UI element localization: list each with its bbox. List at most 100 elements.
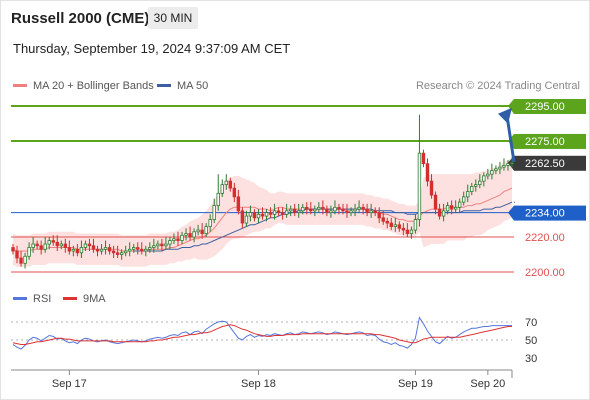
candle-body <box>264 212 269 217</box>
rsi-legend-label: RSI <box>33 293 52 305</box>
level-tag-2262.50 <box>514 155 586 171</box>
candle-body <box>240 210 245 224</box>
candle-body <box>43 243 47 250</box>
candle-body <box>228 180 233 189</box>
candle-body <box>317 206 321 210</box>
candle-body <box>333 206 337 212</box>
rsi-tick-70: 70 <box>525 317 537 329</box>
candle-body <box>413 219 418 231</box>
candle-body <box>172 238 176 241</box>
candle-body <box>345 210 349 213</box>
candle-body <box>393 224 397 227</box>
candle-body <box>453 206 458 210</box>
candle-body <box>244 215 249 224</box>
candle-body <box>23 255 27 264</box>
ma50-swatch <box>157 83 171 87</box>
candle-body <box>216 192 220 207</box>
candle-body <box>107 247 112 252</box>
candle-body <box>309 208 313 212</box>
legend-rsi: RSI <box>13 293 51 305</box>
candle-body <box>288 208 293 212</box>
candle-body <box>123 250 128 254</box>
candle-body <box>224 180 228 186</box>
candle-body <box>148 247 152 250</box>
candle-body <box>397 224 402 229</box>
candle-body <box>95 248 100 252</box>
9ma-swatch <box>63 296 77 300</box>
candle-body <box>156 243 160 247</box>
candle-body <box>325 208 329 213</box>
candle-body <box>11 247 15 252</box>
candle-body <box>63 243 68 248</box>
candle-body <box>337 206 341 210</box>
timeframe-button[interactable]: 30 MIN <box>148 7 198 29</box>
rsi-tick-50: 50 <box>525 335 537 347</box>
candle-body <box>401 227 406 231</box>
level-label-2220.00: 2220.00 <box>525 232 565 244</box>
ma50-legend-label: MA 50 <box>177 80 209 92</box>
candle-body <box>417 152 422 220</box>
legend-ma20: MA 20 + Bollinger Bands <box>13 80 154 92</box>
rsi-swatch <box>13 296 27 300</box>
candle-body <box>482 175 486 182</box>
candle-body <box>35 243 39 247</box>
level-label-2295.00: 2295.00 <box>525 101 565 113</box>
candle-body <box>128 248 132 252</box>
candle-body <box>466 191 470 198</box>
candle-body <box>313 208 317 212</box>
candle-body <box>389 222 393 227</box>
candle-body <box>357 206 361 210</box>
legend-ma50: MA 50 <box>157 80 208 92</box>
candle-body <box>59 243 63 247</box>
candles <box>11 114 514 269</box>
candle-body <box>474 184 478 187</box>
candle-body <box>305 206 309 210</box>
candle-body <box>321 206 325 210</box>
candle-body <box>405 229 410 234</box>
candle-body <box>144 248 148 252</box>
candle-body <box>15 250 19 259</box>
candle-body <box>433 194 438 210</box>
research-credit: Research © 2024 Trading Central <box>415 80 580 92</box>
candle-body <box>115 252 120 255</box>
candle-body <box>329 210 333 213</box>
candle-body <box>292 208 297 213</box>
candle-body <box>437 208 442 217</box>
candle-body <box>276 210 281 213</box>
candle-body <box>212 205 216 220</box>
candle-body <box>192 231 196 238</box>
candle-body <box>87 243 92 247</box>
candle-body <box>47 240 51 245</box>
candle-body <box>200 229 204 234</box>
candle-body <box>381 217 385 222</box>
level-tag-2295.00 <box>514 99 586 114</box>
candle-body <box>232 187 237 198</box>
candle-body <box>421 152 426 165</box>
candle-body <box>494 168 498 172</box>
candle-body <box>111 250 116 254</box>
candle-body <box>486 173 490 177</box>
candle-body <box>71 248 76 252</box>
level-label-2275.00: 2275.00 <box>525 136 565 148</box>
x-tick-label-Sep-18: Sep 18 <box>241 378 276 390</box>
candle-body <box>256 213 261 219</box>
candle-body <box>176 238 180 241</box>
level-tag-2275.00 <box>514 133 586 149</box>
candle-body <box>160 243 164 247</box>
candle-body <box>478 180 482 186</box>
candle-body <box>498 166 502 170</box>
x-tick-label-Sep-17: Sep 17 <box>52 378 87 390</box>
candle-body <box>31 243 35 248</box>
candle-body <box>506 163 510 166</box>
candle-body <box>119 252 124 255</box>
candle-body <box>164 243 168 247</box>
candle-body <box>470 185 474 193</box>
candle-body <box>51 240 55 243</box>
rsi-9ma-line <box>12 324 512 345</box>
candle-body <box>91 245 96 250</box>
rsi-line <box>12 316 512 350</box>
timestamp: Thursday, September 19, 2024 9:37:09 AM … <box>13 41 291 56</box>
forecast-arrow <box>505 115 516 163</box>
candle-body <box>75 248 80 254</box>
